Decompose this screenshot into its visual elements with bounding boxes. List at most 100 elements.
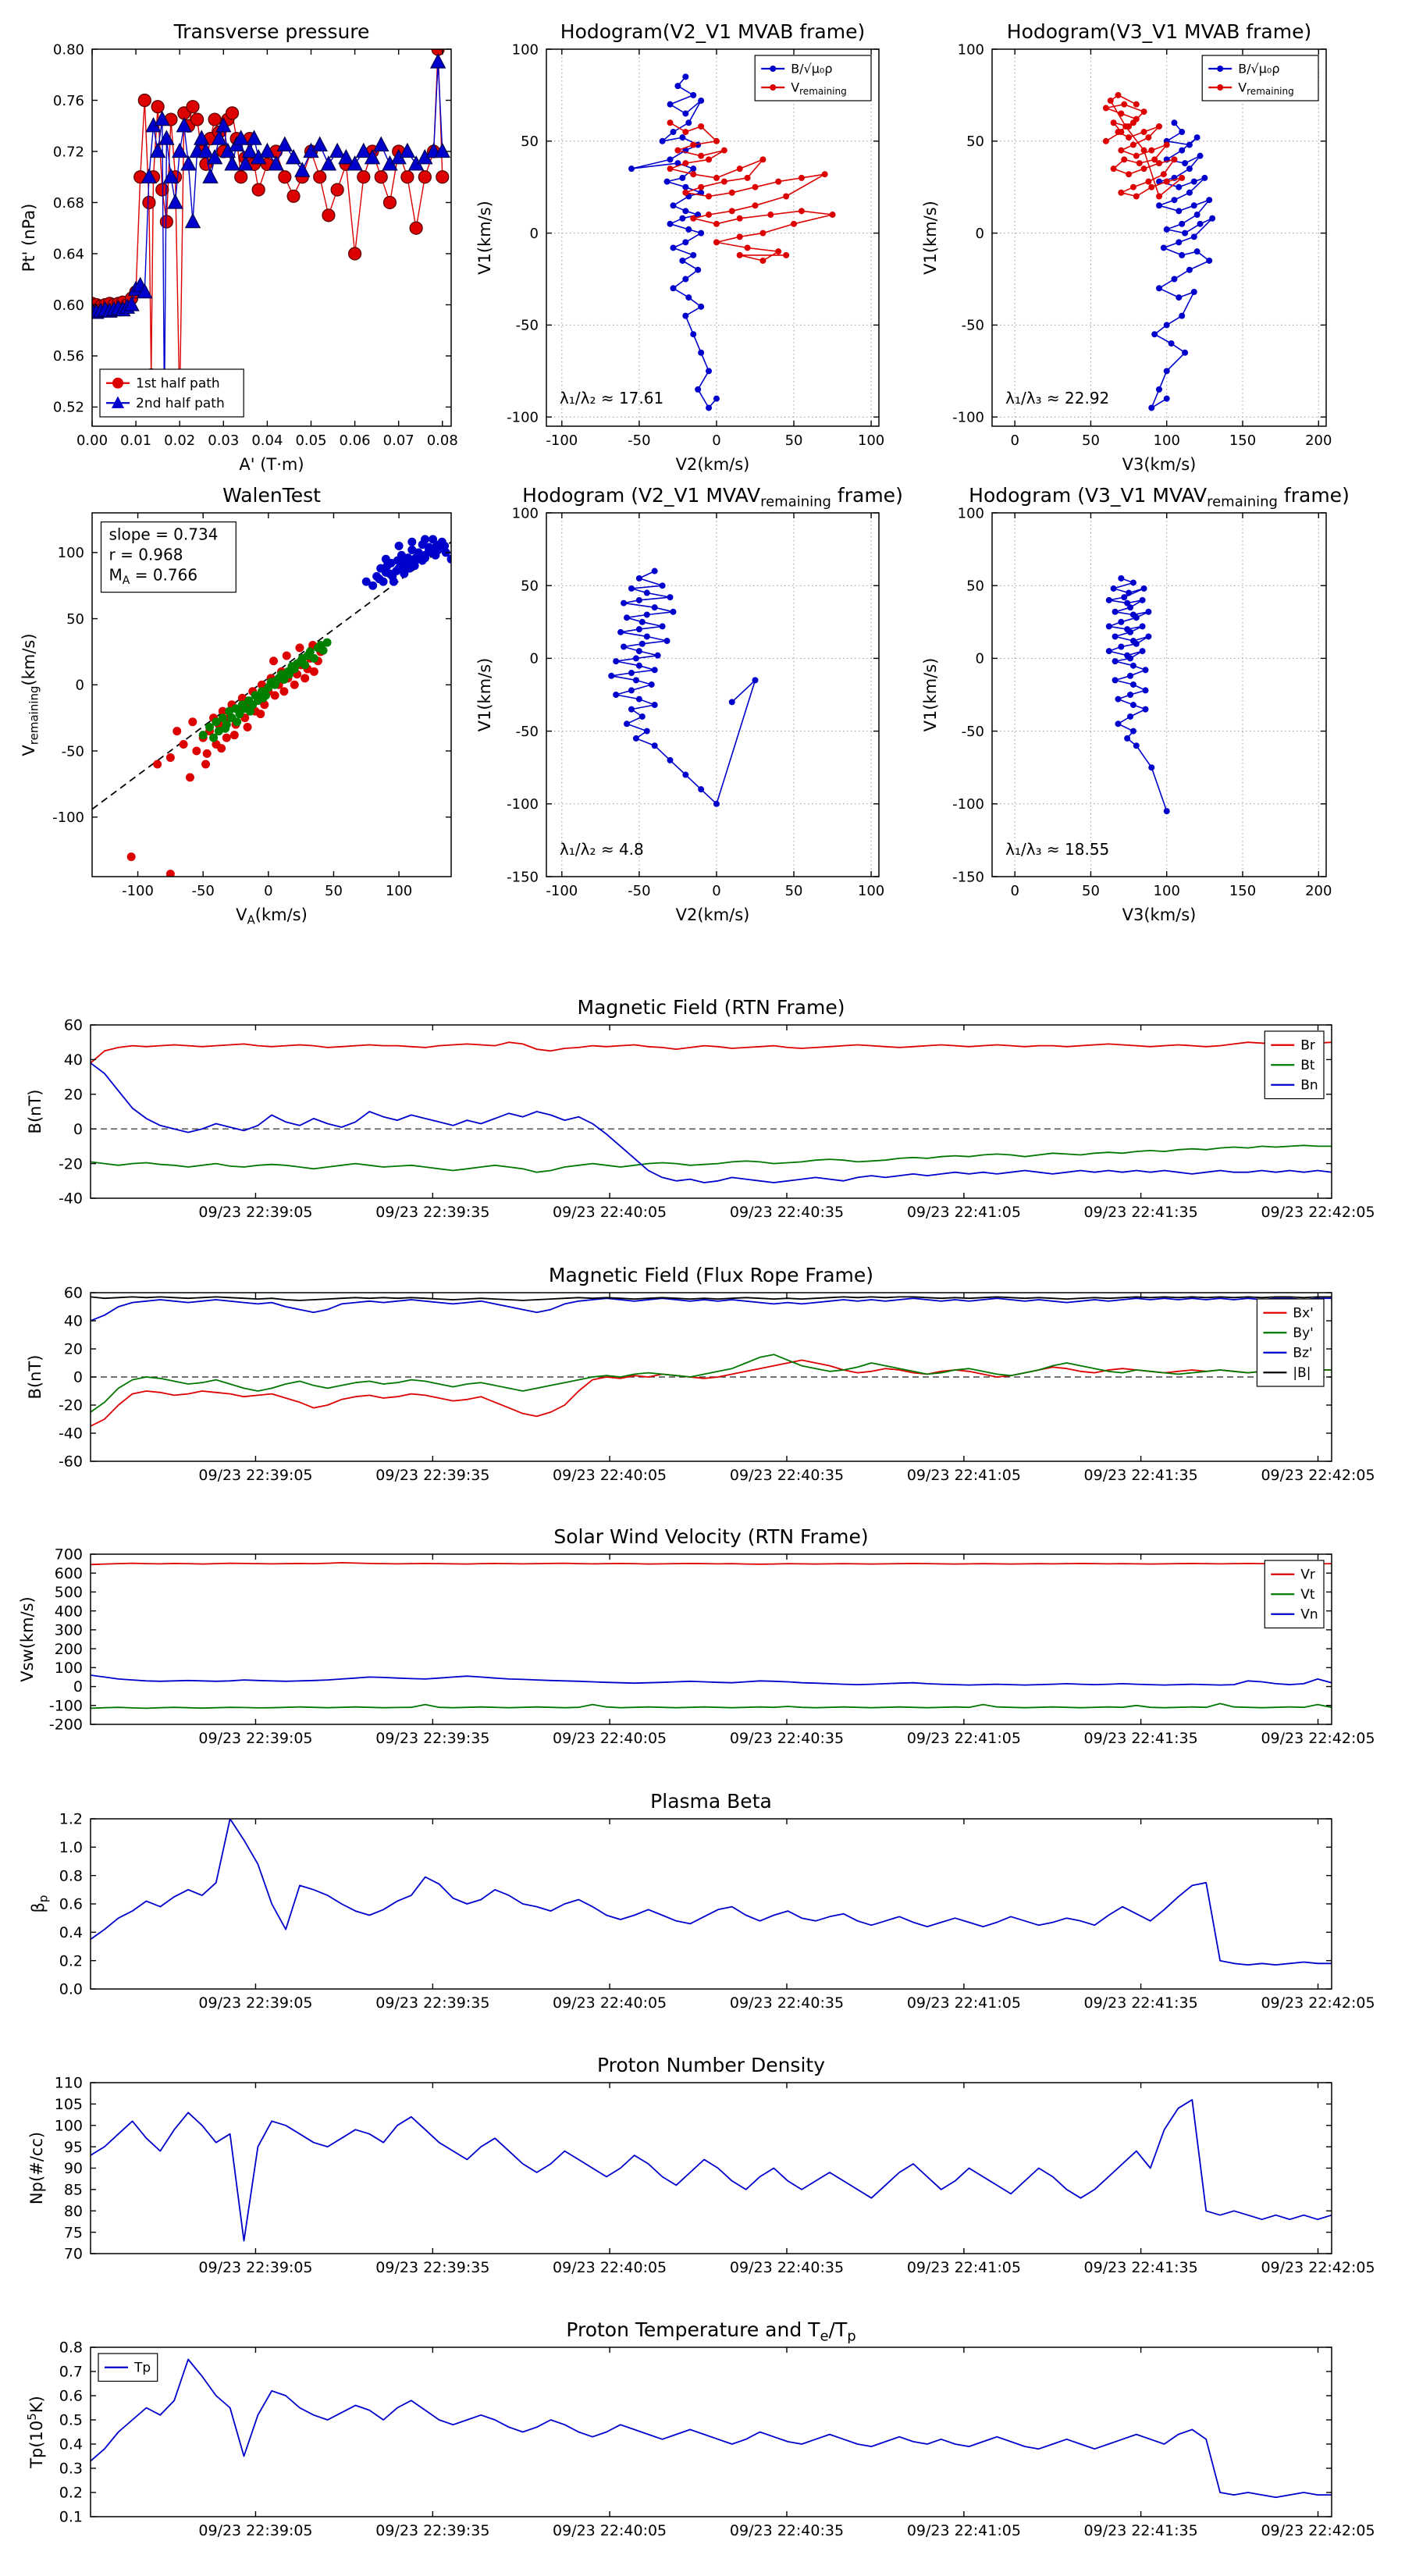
svg-text:Br: Br xyxy=(1300,1038,1315,1054)
svg-text:20: 20 xyxy=(64,1341,83,1358)
svg-text:0: 0 xyxy=(73,1369,83,1386)
svg-text:-200: -200 xyxy=(49,1717,83,1734)
svg-text:0.64: 0.64 xyxy=(53,246,84,262)
svg-text:100: 100 xyxy=(55,1660,83,1677)
svg-text:V1(km/s): V1(km/s) xyxy=(475,658,494,732)
svg-text:700: 700 xyxy=(55,1546,83,1564)
svg-text:Np(#/cc): Np(#/cc) xyxy=(27,2132,46,2204)
svg-text:100: 100 xyxy=(858,883,884,899)
svg-text:0.04: 0.04 xyxy=(251,432,283,449)
svg-text:50: 50 xyxy=(66,611,84,628)
svg-text:09/23 22:41:05: 09/23 22:41:05 xyxy=(907,2522,1021,2539)
svg-text:0: 0 xyxy=(73,1678,83,1695)
svg-text:1.2: 1.2 xyxy=(59,1811,83,1828)
svg-text:200: 200 xyxy=(55,1641,83,1658)
svg-text:Vn: Vn xyxy=(1300,1607,1318,1623)
svg-text:0: 0 xyxy=(530,226,539,242)
svg-text:Hodogram (V2_V1 MVAVremaining: Hodogram (V2_V1 MVAVremaining frame) xyxy=(522,484,903,511)
svg-text:100: 100 xyxy=(512,505,539,521)
svg-text:50: 50 xyxy=(521,133,539,150)
svg-text:09/23 22:42:05: 09/23 22:42:05 xyxy=(1261,1730,1375,1747)
svg-text:09/23 22:41:35: 09/23 22:41:35 xyxy=(1084,1204,1198,1221)
svg-text:100: 100 xyxy=(858,432,884,449)
svg-text:0.3: 0.3 xyxy=(59,2460,83,2478)
svg-text:2nd half path: 2nd half path xyxy=(136,396,225,411)
svg-text:95: 95 xyxy=(64,2139,83,2156)
hodogram-v3v1-mvab-plot: 0 50 100 150 200 -100 -50 0 50 100 Hodogram(V3_V1 … xyxy=(921,20,1332,474)
svg-text:90: 90 xyxy=(64,2160,83,2177)
svg-text:09/23 22:39:35: 09/23 22:39:35 xyxy=(375,1467,489,1484)
svg-text:40: 40 xyxy=(64,1051,83,1069)
svg-text:150: 150 xyxy=(1229,432,1256,449)
svg-text:0.01: 0.01 xyxy=(120,432,151,449)
svg-text:09/23 22:40:35: 09/23 22:40:35 xyxy=(730,1204,844,1221)
svg-text:09/23 22:39:05: 09/23 22:39:05 xyxy=(198,1467,312,1484)
svg-text:-50: -50 xyxy=(191,883,214,899)
svg-text:0.6: 0.6 xyxy=(59,2388,83,2405)
svg-text:V3(km/s): V3(km/s) xyxy=(1122,455,1197,474)
svg-text:-50: -50 xyxy=(962,318,984,334)
svg-text:-20: -20 xyxy=(59,1155,83,1172)
svg-text:0.56: 0.56 xyxy=(53,348,84,365)
svg-text:Bz': Bz' xyxy=(1293,1346,1312,1361)
svg-text:80: 80 xyxy=(64,2203,83,2220)
svg-text:09/23 22:40:35: 09/23 22:40:35 xyxy=(730,2522,844,2539)
svg-text:200: 200 xyxy=(1305,883,1332,899)
chart-canvas-solar-wind-velocity: 09/23 22:39:05 09/23 22:39:35 09/23 22:40:… xyxy=(18,1525,1375,1747)
svg-text:09/23 22:41:35: 09/23 22:41:35 xyxy=(1084,1994,1198,2012)
svg-text:50: 50 xyxy=(1082,883,1100,899)
svg-text:slope = 0.734: slope = 0.734 xyxy=(109,525,219,544)
svg-text:-100: -100 xyxy=(952,796,984,813)
svg-text:0.4: 0.4 xyxy=(59,2436,83,2453)
svg-text:09/23 22:39:35: 09/23 22:39:35 xyxy=(375,1730,489,1747)
svg-text:0.00: 0.00 xyxy=(76,432,108,449)
svg-text:09/23 22:39:05: 09/23 22:39:05 xyxy=(198,2522,312,2539)
chart-canvas-hodogram-v2v1-mvab: -100 -50 0 50 100 -100 -50 0 50 100 Hodogram(V2_V1… xyxy=(475,20,884,474)
svg-text:Hodogram(V2_V1 MVAB frame): Hodogram(V2_V1 MVAB frame) xyxy=(560,20,865,43)
solar-wind-velocity-plot: 09/23 22:39:05 09/23 22:39:35 09/23 22:40:… xyxy=(18,1525,1375,1747)
svg-text:Tp(105K): Tp(105K) xyxy=(25,2396,46,2469)
svg-text:600: 600 xyxy=(55,1565,83,1582)
svg-text:-100: -100 xyxy=(546,432,578,449)
svg-text:100: 100 xyxy=(1154,883,1180,899)
svg-text:20: 20 xyxy=(64,1086,83,1103)
svg-text:0: 0 xyxy=(1010,432,1019,449)
svg-text:50: 50 xyxy=(966,133,984,150)
svg-text:Vremaining: Vremaining xyxy=(1238,80,1294,98)
svg-text:0.72: 0.72 xyxy=(53,144,84,160)
hodogram-v2v1-mvab-plot: -100 -50 0 50 100 -100 -50 0 50 100 Hodogram(V2_V1… xyxy=(475,20,884,474)
svg-text:09/23 22:40:05: 09/23 22:40:05 xyxy=(553,1994,667,2012)
svg-text:0.7: 0.7 xyxy=(59,2364,83,2381)
svg-text:09/23 22:39:35: 09/23 22:39:35 xyxy=(375,2259,489,2276)
svg-text:09/23 22:42:05: 09/23 22:42:05 xyxy=(1261,2259,1375,2276)
svg-text:09/23 22:39:35: 09/23 22:39:35 xyxy=(375,1204,489,1221)
svg-text:100: 100 xyxy=(958,505,984,521)
svg-text:09/23 22:42:05: 09/23 22:42:05 xyxy=(1261,2522,1375,2539)
svg-text:300: 300 xyxy=(55,1622,83,1639)
svg-text:Vr: Vr xyxy=(1300,1567,1315,1583)
svg-text:400: 400 xyxy=(55,1603,83,1620)
svg-text:-50: -50 xyxy=(516,724,539,740)
svg-text:Bt: Bt xyxy=(1300,1058,1315,1073)
svg-text:Proton Temperature and Te/Tp: Proton Temperature and Te/Tp xyxy=(566,2318,855,2345)
svg-text:0: 0 xyxy=(712,432,720,449)
proton-temperature-plot: 09/23 22:39:05 09/23 22:39:35 09/23 22:40:… xyxy=(25,2318,1375,2539)
svg-text:50: 50 xyxy=(521,578,539,595)
walen-test-plot: -100 -50 0 50 100 -100 -50 0 50 100 WalenTest VA(km… xyxy=(20,484,452,927)
svg-text:βp: βp xyxy=(29,1895,51,1913)
svg-text:09/23 22:39:35: 09/23 22:39:35 xyxy=(375,1994,489,2012)
svg-text:09/23 22:42:05: 09/23 22:42:05 xyxy=(1261,1204,1375,1221)
svg-text:V1(km/s): V1(km/s) xyxy=(475,201,494,275)
svg-text:|B|: |B| xyxy=(1293,1365,1311,1381)
svg-text:0: 0 xyxy=(976,651,984,667)
svg-text:09/23 22:39:05: 09/23 22:39:05 xyxy=(198,1730,312,1747)
svg-text:-100: -100 xyxy=(507,410,539,426)
svg-text:09/23 22:42:05: 09/23 22:42:05 xyxy=(1261,1467,1375,1484)
svg-text:105: 105 xyxy=(55,2096,83,2113)
svg-text:WalenTest: WalenTest xyxy=(222,484,321,507)
svg-text:100: 100 xyxy=(386,883,412,899)
svg-text:50: 50 xyxy=(325,883,343,899)
